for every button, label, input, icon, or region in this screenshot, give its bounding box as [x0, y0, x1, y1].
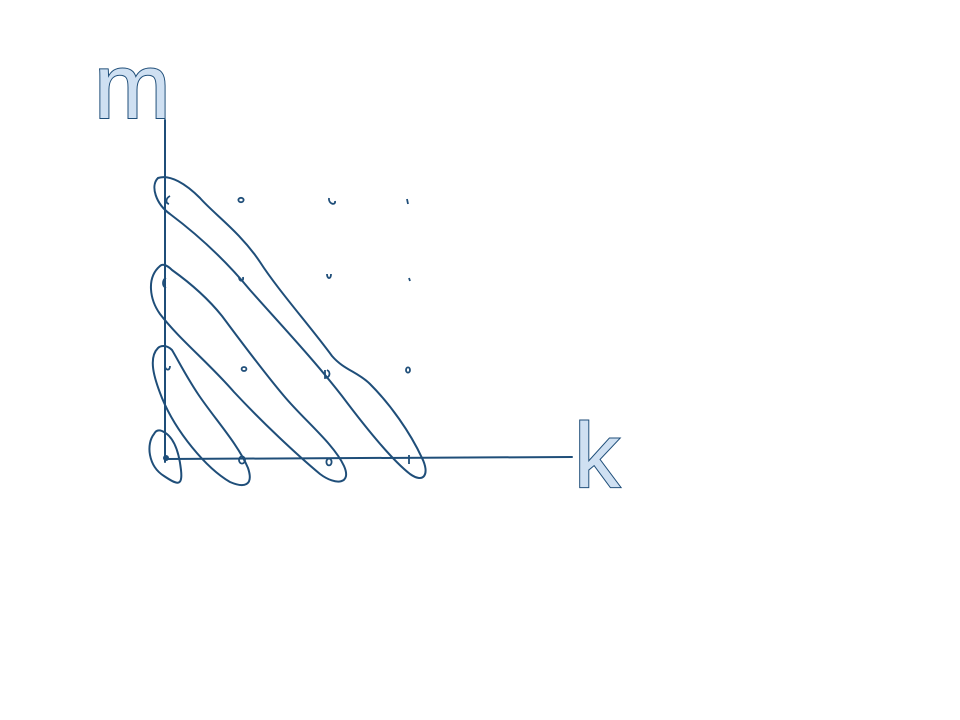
lattice-point-k2-m3: [328, 197, 336, 205]
lattice-point-k0-m2: [162, 277, 167, 289]
x-axis-line: [164, 456, 573, 460]
lattice-point-k0-m3: [165, 195, 171, 205]
lattice-point-k0-m0: [163, 455, 169, 461]
lattice-point-k3-m3: [406, 198, 409, 205]
x-axis-label: k: [574, 405, 621, 507]
y-axis-label: m: [94, 36, 171, 138]
lattice-points: [162, 195, 411, 467]
lattice-point-k0-m1: [164, 363, 171, 371]
lattice-point-k2-m2: [326, 273, 332, 280]
lattice-point-k2-m0: [325, 457, 333, 467]
lattice-point-k3-m2: [408, 277, 411, 282]
loop-sum-2: [150, 263, 347, 483]
lattice-point-k1-m2: [238, 276, 245, 282]
lattice-point-k1-m1: [240, 366, 248, 372]
loop-sum-1: [151, 345, 251, 486]
loop-sum-3: [153, 176, 427, 479]
loop-sum-0: [148, 429, 183, 484]
lattice-point-k3-m1: [405, 366, 411, 374]
lattice-point-k1-m3: [237, 196, 245, 204]
lattice-point-k1-m0: [238, 455, 246, 465]
lattice-point-k2-m1: [324, 369, 331, 379]
